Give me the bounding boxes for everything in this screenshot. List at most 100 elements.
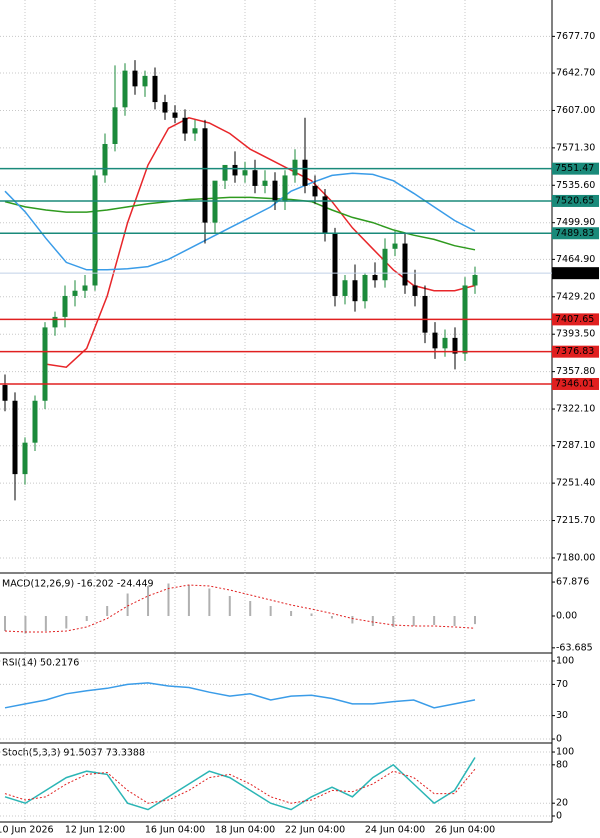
- y-tick-label: 7677.70: [556, 31, 595, 42]
- level-label-box: [552, 377, 599, 390]
- level-label: 7489.83: [555, 228, 594, 239]
- x-tick-label: 26 Jun 04:00: [435, 825, 495, 836]
- x-tick-label: 16 Jun 04:00: [145, 825, 205, 836]
- candle-body: [82, 285, 88, 291]
- x-tick-label: 24 Jun 04:00: [365, 825, 425, 836]
- candle-body: [372, 274, 378, 281]
- candle-body: [62, 295, 68, 317]
- x-tick-label: 10 Jun 2026: [0, 825, 54, 836]
- histogram-bar: [85, 616, 88, 621]
- histogram-bar: [269, 606, 272, 616]
- y-tick-label: 7571.30: [556, 142, 595, 153]
- histogram-bar: [228, 596, 231, 616]
- stoch-title: Stoch(5,3,3) 91.5037 73.3388: [2, 748, 145, 759]
- candle-body: [282, 175, 288, 202]
- y-tick-label: 7215.70: [556, 515, 595, 526]
- y-tick-label: 7357.80: [556, 366, 595, 377]
- y-tick-label: 7393.50: [556, 329, 595, 340]
- candle-body: [142, 75, 148, 87]
- y-tick-label: 100: [556, 656, 574, 667]
- level-label-box: [552, 227, 599, 240]
- indicator-line: [4, 757, 476, 811]
- histogram-bar: [4, 616, 6, 631]
- level-label: 7520.65: [555, 195, 594, 206]
- histogram-bar: [310, 613, 313, 616]
- x-tick-label: 22 Jun 04:00: [285, 825, 345, 836]
- candle-body: [92, 175, 98, 286]
- indicator-line: [4, 768, 476, 804]
- candle-body: [402, 243, 408, 286]
- indicator-line: [4, 584, 476, 633]
- candle-body: [392, 243, 398, 249]
- y-tick-label: 7180.00: [556, 552, 595, 563]
- histogram-bar: [290, 611, 293, 616]
- histogram-bar: [147, 586, 150, 616]
- level-label-box: [552, 194, 599, 207]
- histogram-bar: [330, 616, 333, 619]
- y-tick-label: 7535.60: [556, 180, 595, 191]
- candle-body: [432, 332, 438, 349]
- histogram-bar: [44, 616, 47, 631]
- indicator-line: [4, 196, 476, 251]
- candle-body: [202, 128, 208, 223]
- candle-body: [22, 442, 28, 475]
- y-tick-label: 7251.40: [556, 478, 595, 489]
- macd-title: MACD(12,26,9) -16.202 -24.449: [2, 579, 154, 590]
- candle-body: [32, 400, 38, 443]
- candle-body: [12, 400, 18, 475]
- x-tick-label: 12 Jun 12:00: [65, 825, 125, 836]
- histogram-bar: [351, 616, 354, 624]
- candle-body: [72, 290, 78, 296]
- histogram-bar: [474, 616, 476, 625]
- candle-body: [312, 185, 318, 197]
- level-label-box: [552, 345, 599, 358]
- x-tick-label: 18 Jun 04:00: [215, 825, 275, 836]
- candle-body: [152, 75, 158, 103]
- level-label: 7407.65: [555, 314, 594, 325]
- candle-body: [42, 327, 48, 401]
- y-tick-label: 7642.70: [556, 68, 595, 79]
- candle-body: [132, 70, 138, 87]
- y-tick-label: 7429.20: [556, 291, 595, 302]
- y-tick-label: 0: [556, 810, 562, 821]
- candle-body: [322, 196, 328, 234]
- candle-body: [272, 180, 278, 202]
- histogram-bar: [126, 593, 129, 616]
- candle-body: [422, 295, 428, 333]
- y-tick-label: -63.685: [556, 642, 593, 653]
- candle-body: [242, 170, 248, 176]
- candle-body: [182, 117, 188, 134]
- candle-body: [292, 159, 298, 176]
- y-tick-label: 20: [556, 798, 568, 809]
- y-tick-label: 7499.90: [556, 217, 595, 228]
- candle-body: [302, 159, 308, 186]
- y-tick-label: 0: [556, 734, 562, 745]
- histogram-bar: [371, 616, 374, 626]
- histogram-bar: [453, 616, 456, 626]
- histogram-bar: [249, 601, 252, 616]
- candle-body: [162, 102, 168, 113]
- y-tick-label: 0.00: [556, 611, 577, 622]
- candle-body: [442, 337, 448, 349]
- histogram-bar: [433, 616, 436, 625]
- level-label-box: [552, 162, 599, 175]
- candle-body: [382, 248, 388, 281]
- histogram-bar: [208, 588, 211, 616]
- y-tick-label: 100: [556, 747, 574, 758]
- histogram-bar: [392, 616, 395, 627]
- last-price-box: [552, 267, 599, 280]
- candle-body: [122, 70, 128, 108]
- indicator-line: [4, 172, 476, 271]
- candle-body: [222, 164, 228, 181]
- level-label-box: [552, 313, 599, 326]
- histogram-bar: [187, 585, 190, 616]
- candle-body: [232, 164, 238, 176]
- candle-body: [452, 337, 458, 354]
- candle-body: [352, 280, 358, 302]
- last-price-label: 7451.74: [555, 268, 594, 279]
- candle-body: [102, 143, 108, 176]
- histogram-bar: [24, 616, 27, 634]
- histogram-bar: [65, 616, 68, 629]
